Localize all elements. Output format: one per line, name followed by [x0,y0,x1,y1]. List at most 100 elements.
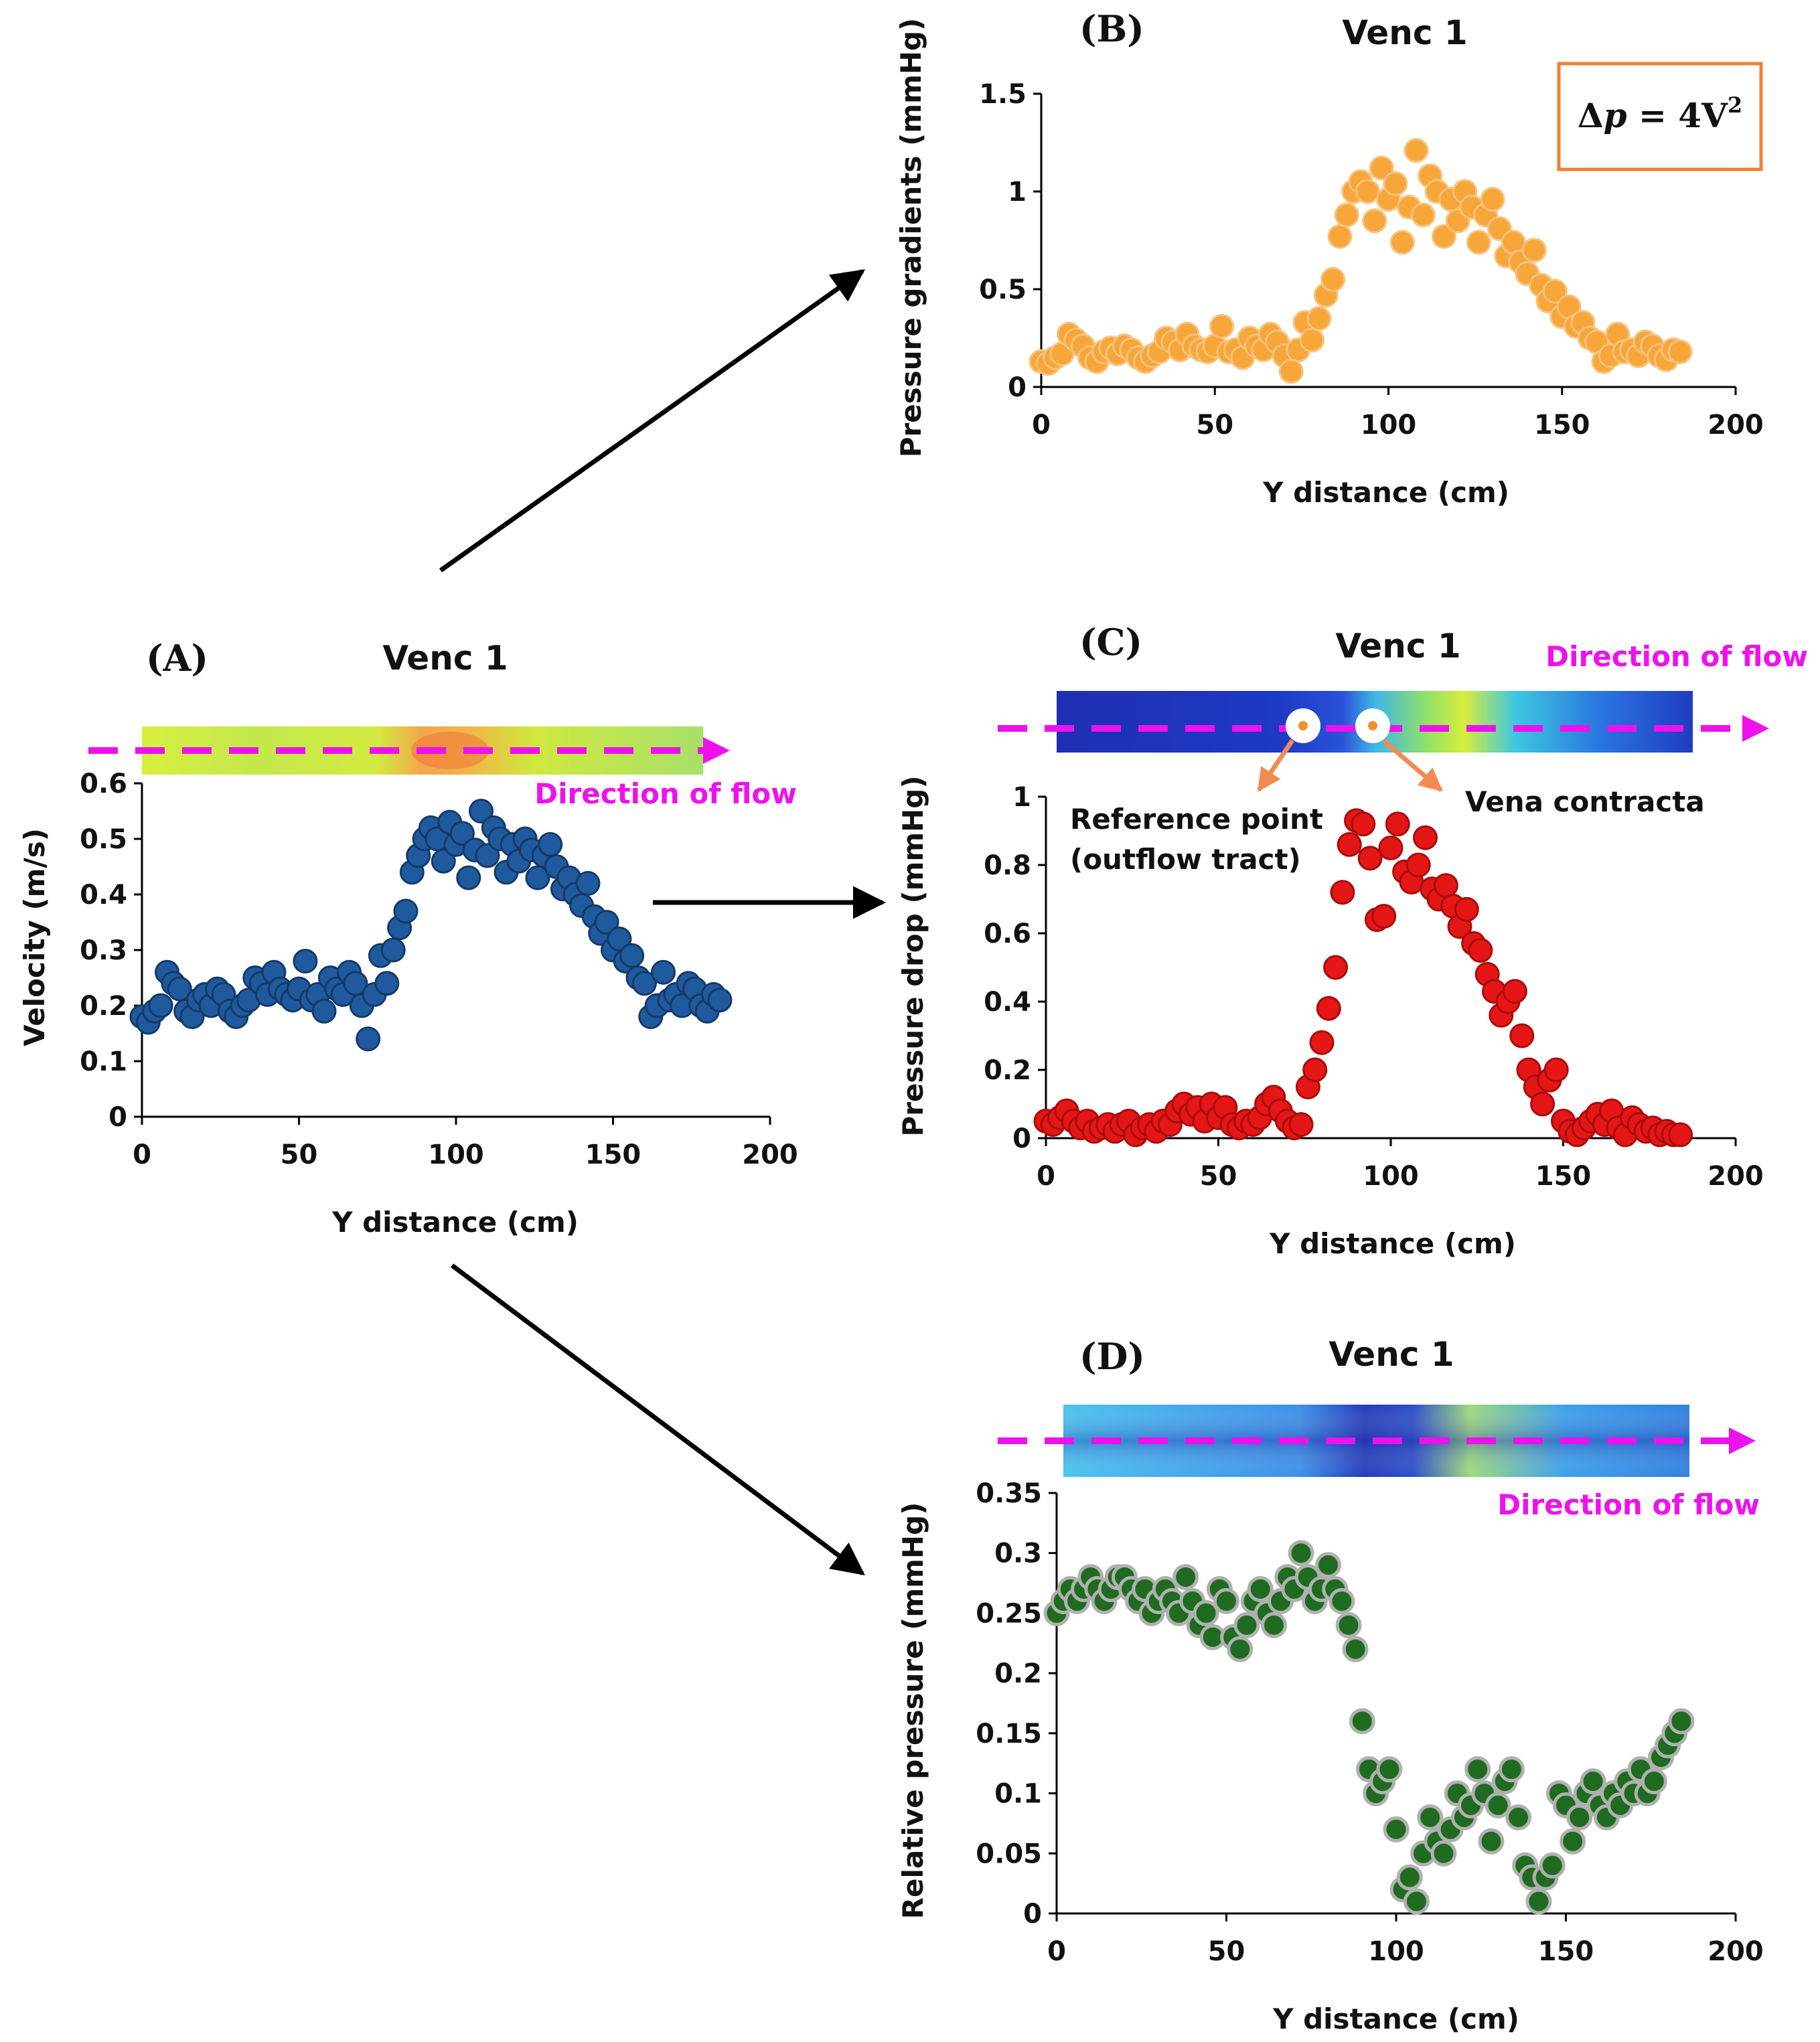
x-tick-label: 0 [1047,1936,1066,1967]
data-point [1323,955,1349,980]
panel-A-points [129,799,733,1052]
y-tick-label: 0.6 [80,769,127,799]
panel-C-ticks: 0 50 100 150 200 0 0.2 0.4 0.6 0.8 1 [984,782,1764,1192]
data-point [1667,339,1693,364]
data-point [1351,811,1376,837]
data-point [1466,230,1491,255]
data-point [1498,1756,1525,1783]
data-point [1668,1708,1695,1735]
data-point [374,971,400,996]
data-point [148,993,173,1018]
data-point [1509,1023,1535,1048]
y-tick-label: 0.6 [984,919,1031,949]
data-point [1355,179,1380,204]
data-point [1560,1828,1586,1855]
data-point [1410,202,1436,228]
data-point [1417,1804,1444,1830]
data-point [1209,313,1235,339]
data-point [1247,1576,1274,1603]
panel-B-ticks: 0 50 100 150 200 0 0.5 1 1.5 [979,79,1764,441]
y-tick-label: 0.1 [994,1779,1042,1810]
data-point [707,988,733,1013]
x-tick-label: 200 [1708,1936,1764,1967]
panel-B-title: Venc 1 [1342,13,1467,52]
y-tick-label: 0.8 [984,850,1031,881]
data-point [1478,1828,1505,1855]
data-point [449,821,475,846]
data-point [1521,238,1547,263]
x-tick-label: 50 [1208,1936,1245,1967]
data-point [1371,904,1397,929]
reference-point-dot [1298,721,1308,730]
data-point [1389,230,1415,255]
data-point [1362,208,1387,234]
panel-D-title: Venc 1 [1329,1335,1454,1374]
y-tick-label: 0 [1012,1123,1031,1154]
panel-C: (C) Venc 1 Direction of flow Reference p… [897,621,1808,1260]
y-tick-label: 0.4 [984,987,1031,1018]
x-tick-label: 100 [428,1140,484,1170]
panel-A: (A) Venc 1 Direction of flow 0 50 100 150 20… [18,637,798,1239]
x-axis-label: Y distance (cm) [331,1206,579,1239]
y-axis-label: Pressure drop (mmHg) [897,775,929,1136]
x-tick-label: 150 [1535,1161,1592,1192]
data-point [1288,1112,1314,1137]
panel-B-label: (B) [1079,7,1144,50]
data-point [475,843,500,868]
panel-D-ticks: 0 50 100 150 200 0 0.05 0.1 0.15 0.2 0.25 0.3 0.35 [976,1478,1763,1967]
x-tick-label: 0 [1032,410,1051,441]
panel-A-label: (A) [146,637,208,680]
data-point [1330,880,1355,905]
y-tick-label: 0.2 [80,991,127,1022]
y-tick-label: 0 [1023,1899,1042,1930]
data-point [311,998,337,1024]
data-point [1316,996,1341,1021]
y-tick-label: 0.25 [976,1598,1042,1629]
y-tick-label: 0.1 [80,1046,127,1077]
panel-D-label: (D) [1079,1335,1145,1378]
data-point [594,910,619,935]
reference-arrow [1257,739,1294,792]
data-point [1378,836,1404,860]
panel-D: (D) Venc 1 Direction of flow 0 50 100 150 20… [897,1335,1764,2035]
data-point [1349,1708,1375,1735]
data-point [1543,1057,1569,1083]
x-tick-label: 0 [1037,1161,1055,1192]
x-axis-label: Y distance (cm) [1262,476,1509,509]
data-point [1369,155,1394,181]
data-point [1430,1840,1457,1867]
y-tick-label: 0 [108,1102,127,1133]
velocity-jet-highlight [411,732,489,769]
panel-B-points [1029,138,1693,384]
data-point [1525,1888,1552,1915]
data-point [1193,1599,1219,1626]
data-point [1306,306,1332,331]
data-point [1302,1057,1328,1083]
data-point [1383,171,1408,196]
x-axis-label: Y distance (cm) [1269,1227,1516,1260]
data-point [1580,1768,1606,1795]
data-point [1233,1612,1260,1638]
data-point [1539,1852,1566,1879]
data-point [1385,811,1410,837]
data-point [1485,1792,1511,1819]
data-point [1454,896,1479,922]
data-point [380,937,406,963]
data-point [1335,1612,1362,1638]
y-axis-label: Relative pressure (mmHg) [897,1502,929,1919]
x-tick-label: 50 [281,1140,318,1170]
data-point [1396,1864,1423,1891]
y-tick-label: 0.3 [80,935,127,966]
data-point [525,865,550,890]
data-point [469,799,494,823]
y-tick-label: 0.5 [80,824,127,855]
data-point [1299,327,1324,353]
panel-A-title: Venc 1 [382,639,508,678]
vena-contracta-arrow [1381,738,1443,792]
flow-direction-label: Direction of flow [1545,640,1808,673]
data-point [575,870,601,896]
data-point [1320,266,1346,292]
equation-box [1557,62,1763,171]
data-point [431,848,456,874]
